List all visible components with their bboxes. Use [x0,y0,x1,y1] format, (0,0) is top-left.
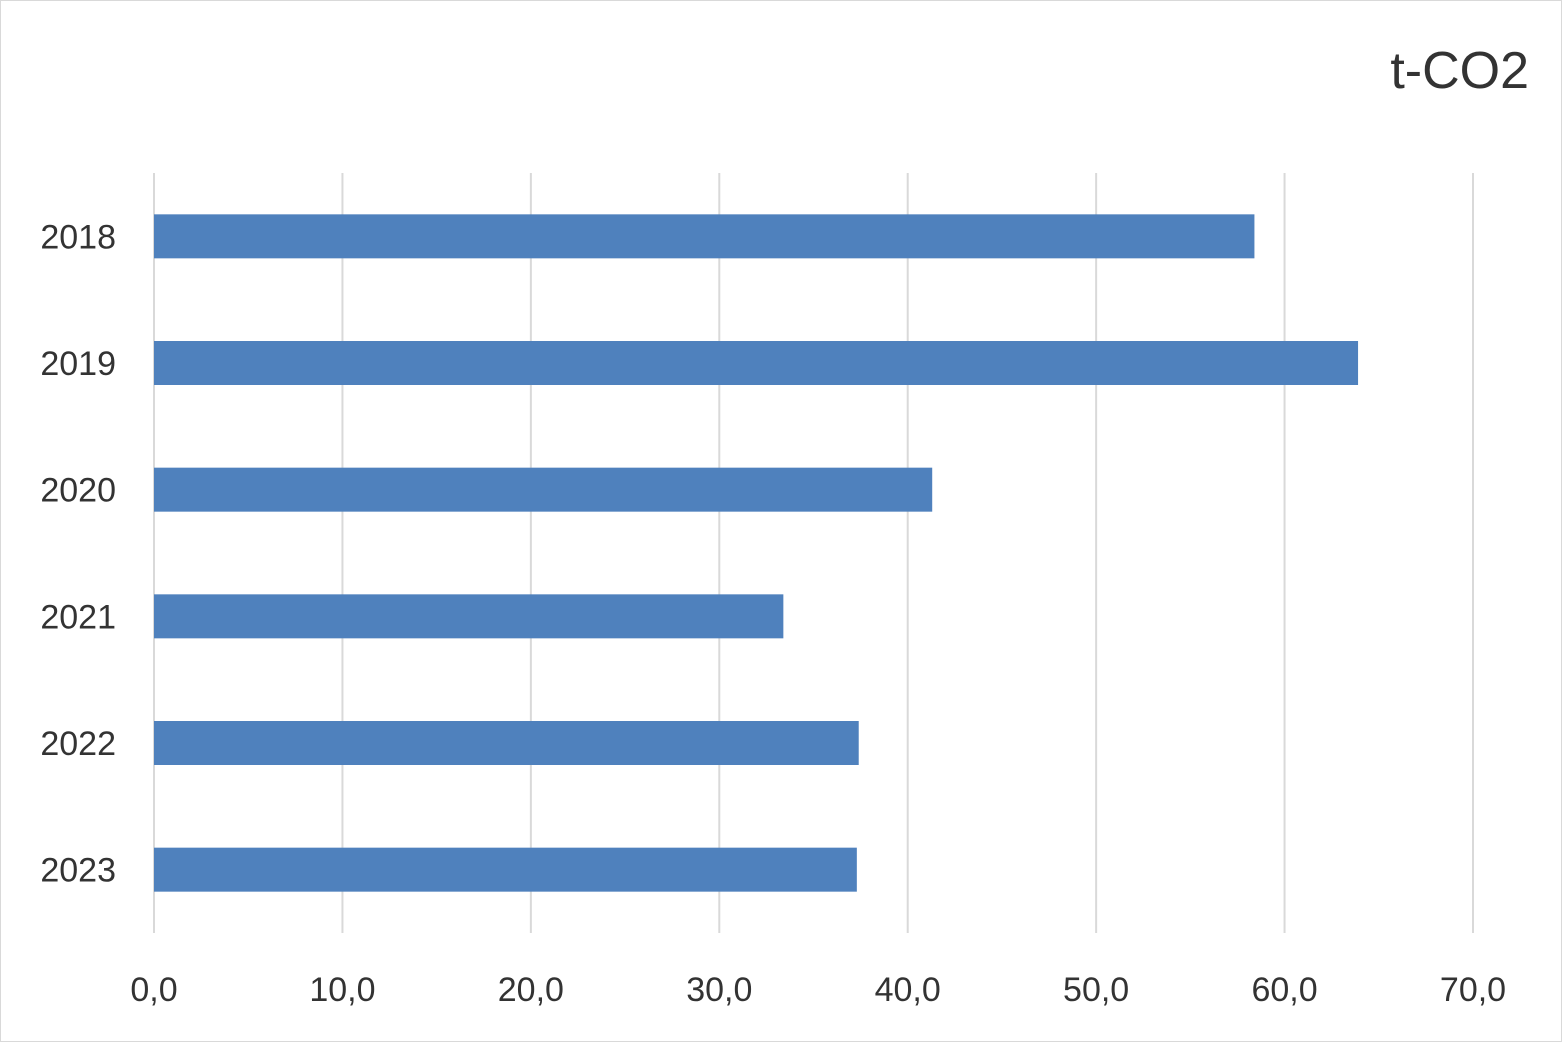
unit-label: t-CO2 [1390,42,1529,100]
bar-2020 [154,467,933,512]
x-tick-label: 50,0 [1063,971,1129,1009]
y-tick-label: 2019 [40,345,116,383]
x-tick-label: 40,0 [875,971,941,1009]
bar-2022 [154,721,859,765]
x-tick-label: 60,0 [1251,971,1317,1009]
y-tick-label: 2020 [40,472,116,510]
x-tick-label: 70,0 [1440,971,1506,1009]
y-axis-tick-labels: 2018 2019 2020 2021 2022 2023 [40,218,116,889]
x-tick-label: 20,0 [498,971,564,1009]
bar-2019 [154,341,1359,385]
y-tick-label: 2018 [40,218,116,256]
y-tick-label: 2022 [40,725,116,763]
x-axis-tick-labels: 0,0 10,0 20,0 30,0 40,0 50,0 60,0 70,0 [130,971,1506,1009]
x-tick-label: 30,0 [686,971,752,1009]
gridlines [153,173,1474,933]
y-tick-label: 2021 [40,598,116,636]
bar-2023 [154,847,857,892]
bars [154,214,1359,892]
y-tick-label: 2023 [40,852,116,890]
x-tick-label: 10,0 [309,971,375,1009]
bar-2018 [154,214,1255,259]
bar-2021 [154,594,784,639]
x-tick-label: 0,0 [130,971,177,1009]
